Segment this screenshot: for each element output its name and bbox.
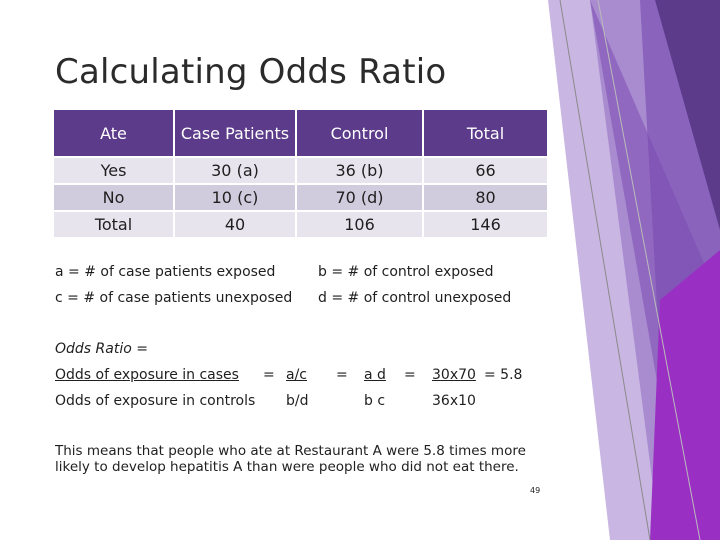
table-cell: 36 (b) — [297, 158, 422, 183]
bc-product: b c — [364, 393, 386, 409]
magenta-wedge — [650, 250, 720, 540]
definition-c: c = # of case patients unexposed — [55, 290, 293, 306]
equals-sign-3: = — [404, 367, 416, 383]
equals-sign-1: = — [263, 367, 275, 383]
page-number: 49 — [530, 486, 541, 495]
ad-product: a d — [364, 367, 386, 383]
definition-b: b = # of control exposed — [318, 264, 494, 280]
table-cell: 146 — [424, 212, 547, 237]
table-header-row: Ate Case Patients Control Total — [54, 110, 547, 156]
header-ate: Ate — [54, 110, 173, 156]
table-cell: 10 (c) — [175, 185, 295, 210]
table-cell: 30 (a) — [175, 158, 295, 183]
b-over-d: b/d — [286, 393, 309, 409]
table-cell: Yes — [54, 158, 173, 183]
table-row-total: Total 40 106 146 — [54, 212, 547, 237]
table-row-yes: Yes 30 (a) 36 (b) 66 — [54, 158, 547, 183]
header-case-patients: Case Patients — [175, 110, 295, 156]
equals-sign-2: = — [336, 367, 348, 383]
odds-table: Ate Case Patients Control Total Yes 30 (… — [52, 108, 549, 239]
header-control: Control — [297, 110, 422, 156]
odds-numerator-text: Odds of exposure in cases — [55, 367, 239, 383]
definition-a: a = # of case patients exposed — [55, 264, 276, 280]
numerator-value: 30x70 — [432, 367, 476, 383]
slide-title: Calculating Odds Ratio — [55, 52, 447, 92]
odds-denominator-text: Odds of exposure in controls — [55, 393, 256, 409]
grey-diagonal-line-2 — [597, 0, 701, 540]
top-dark-triangle — [655, 0, 720, 230]
a-over-c: a/c — [286, 367, 307, 383]
conclusion-text: This means that people who ate at Restau… — [55, 443, 526, 475]
grey-diagonal-line — [559, 0, 651, 540]
odds-ratio-result: = 5.8 — [484, 367, 523, 383]
table-cell: 80 — [424, 185, 547, 210]
table-cell: Total — [54, 212, 173, 237]
definition-d: d = # of control unexposed — [318, 290, 512, 306]
table-cell: 70 (d) — [297, 185, 422, 210]
table-row-no: No 10 (c) 70 (d) 80 — [54, 185, 547, 210]
table-cell: No — [54, 185, 173, 210]
odds-ratio-label: Odds Ratio = — [55, 341, 148, 357]
table-cell: 66 — [424, 158, 547, 183]
table-cell: 40 — [175, 212, 295, 237]
header-total: Total — [424, 110, 547, 156]
table-cell: 106 — [297, 212, 422, 237]
denominator-value: 36x10 — [432, 393, 476, 409]
